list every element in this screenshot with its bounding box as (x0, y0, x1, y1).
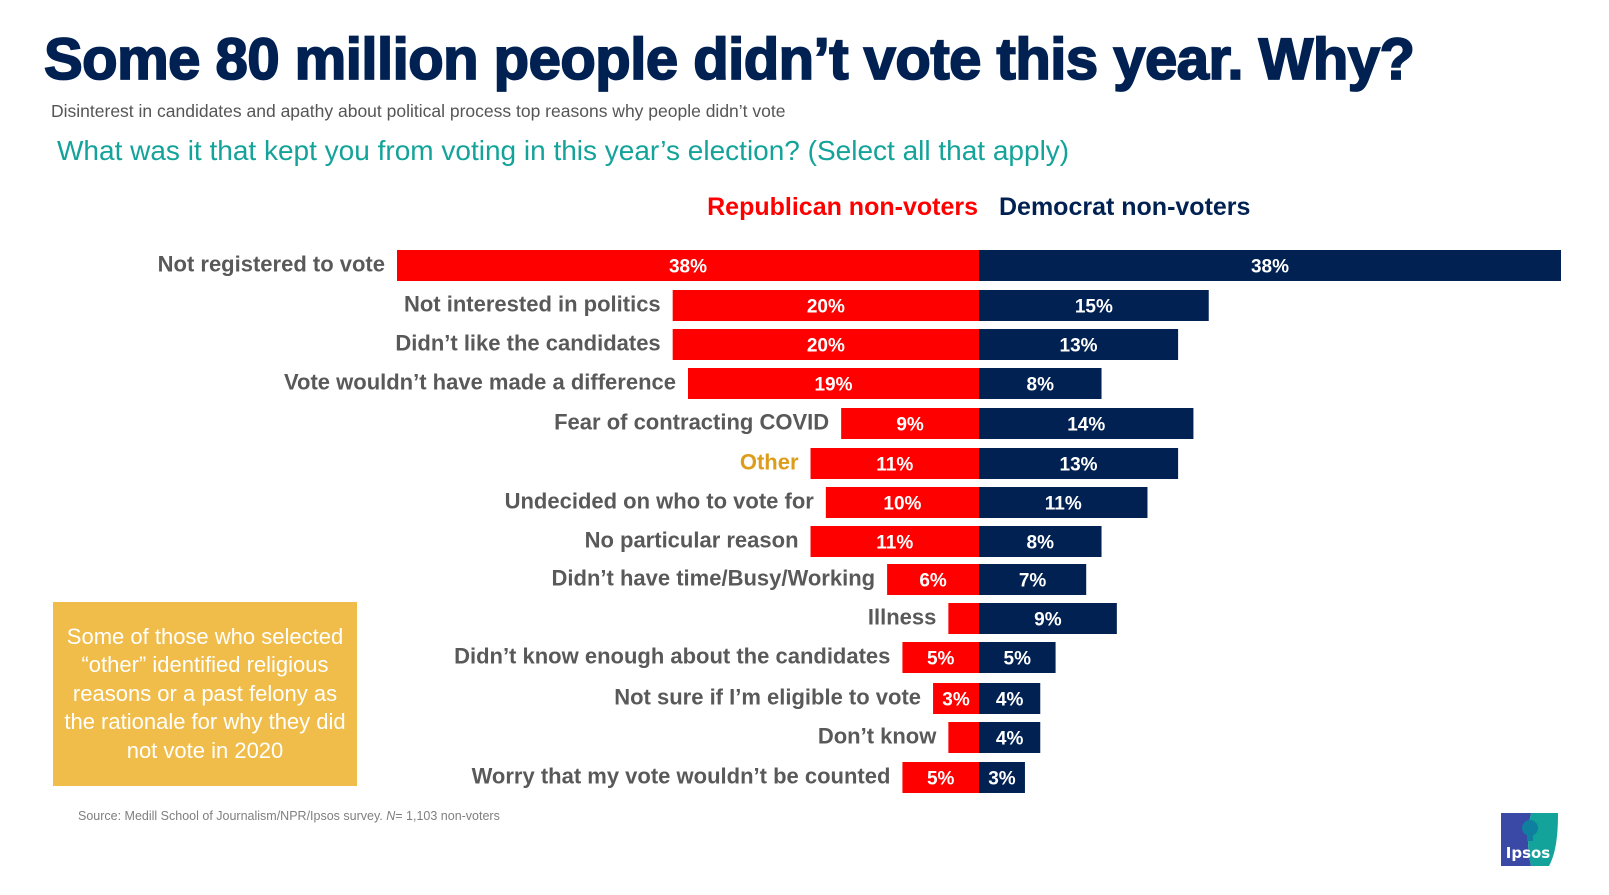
republican-value-label: 11% (876, 533, 913, 554)
other-note-box: Some of those who selected “other” ident… (53, 602, 357, 786)
republican-bar (902, 642, 979, 673)
source-suffix: = 1,103 non-voters (395, 809, 500, 823)
democrat-value-label: 3% (988, 769, 1016, 790)
chart-row: 19% 8% Vote wouldn’t have made a differenc… (284, 368, 1102, 399)
democrat-bar (979, 642, 1056, 673)
category-label: Don’t know (818, 724, 937, 749)
chart-row: 20% 13% Didn’t like the candidates (395, 329, 1179, 360)
republican-value-label: 11% (876, 455, 913, 476)
sample-size-symbol: N (386, 809, 396, 823)
democrat-bar (979, 722, 1041, 753)
democrat-value-label: 15% (1075, 297, 1113, 318)
source-footnote: Source: Medill School of Journalism/NPR/… (78, 809, 500, 823)
democrat-value-label: 7% (1019, 571, 1047, 592)
republican-bar (810, 526, 979, 557)
chart-row: 5% 3% Worry that my vote wouldn’t be count… (472, 762, 1025, 793)
chart-row: 20% 15% Not interested in politics (404, 290, 1209, 321)
chart-row: 10% 11% Undecided on who to vote for (505, 487, 1148, 518)
democrat-value-label: 8% (1027, 375, 1055, 396)
category-label: Worry that my vote wouldn’t be counted (472, 764, 891, 789)
ipsos-logo: Ipsos (1501, 813, 1558, 866)
republican-value-label: 38% (669, 257, 707, 278)
democrat-value-label: 8% (1027, 533, 1055, 554)
ipsos-logo-text: Ipsos (1506, 844, 1551, 862)
republican-value-label: 6% (919, 571, 947, 592)
democrat-value-label: 4% (996, 729, 1024, 750)
category-label: Vote wouldn’t have made a difference (284, 370, 676, 395)
democrat-bar (979, 683, 1041, 714)
chart-row: 11% 8% No particular reason (585, 526, 1102, 557)
democrat-bar (979, 564, 1087, 595)
democrat-value-label: 4% (996, 690, 1024, 711)
category-label: Not registered to vote (158, 252, 385, 277)
democrat-value-label: 11% (1045, 494, 1082, 515)
category-label: Didn’t like the candidates (395, 331, 660, 356)
democrat-bar (979, 526, 1102, 557)
democrat-bar (979, 408, 1194, 439)
democrat-bar (979, 250, 1561, 281)
democrat-bar (979, 329, 1179, 360)
other-note-text: Some of those who selected “other” ident… (64, 623, 346, 763)
democrat-value-label: 13% (1060, 455, 1098, 476)
category-label: Didn’t know enough about the candidates (454, 644, 890, 669)
chart-row: 38% 38% Not registered to vote (158, 250, 1561, 281)
republican-value-label: 3% (942, 690, 970, 711)
chart-row: 9% 14% Fear of contracting COVID (554, 408, 1194, 439)
democrat-bar (979, 762, 1025, 793)
chart-row: 9% Illness (868, 603, 1117, 634)
republican-value-label: 19% (814, 375, 852, 396)
republican-value-label: 10% (883, 494, 921, 515)
republican-value-label: 5% (927, 649, 955, 670)
legend-democrat: Democrat non-voters (999, 193, 1251, 221)
democrat-bar (979, 487, 1148, 518)
chart-row: 6% 7% Didn’t have time/Busy/Working (552, 564, 1087, 595)
democrat-bar (979, 448, 1179, 479)
republican-bar (887, 564, 979, 595)
category-label: Other (740, 450, 799, 475)
source-prefix: Source: Medill School of Journalism/NPR/… (78, 809, 387, 823)
republican-bar (397, 250, 979, 281)
democrat-value-label: 38% (1251, 257, 1289, 278)
democrat-bar (979, 603, 1117, 634)
chart-row: 4% Don’t know (818, 722, 1041, 753)
republican-value-label: 9% (896, 415, 924, 436)
survey-question: What was it that kept you from voting in… (57, 135, 1070, 166)
chart-row: 11% 13% Other (740, 448, 1179, 479)
republican-bar (688, 368, 979, 399)
chart-row: 5% 5% Didn’t know enough about the candida… (454, 642, 1056, 673)
democrat-value-label: 5% (1004, 649, 1032, 670)
page-title: Some 80 million people didn’t vote this … (43, 26, 1416, 93)
democrat-value-label: 13% (1060, 336, 1098, 357)
category-label: Undecided on who to vote for (505, 489, 815, 514)
category-label: No particular reason (585, 528, 799, 553)
republican-value-label: 20% (807, 336, 845, 357)
category-label: Not interested in politics (404, 292, 661, 317)
republican-bar (948, 603, 979, 634)
republican-bar (933, 683, 979, 714)
chart-row: 3% 4% Not sure if I’m eligible to vote (614, 683, 1041, 714)
republican-value-label: 20% (807, 297, 845, 318)
republican-bar (672, 329, 979, 360)
legend-republican: Republican non-voters (707, 193, 978, 221)
category-label: Illness (868, 605, 936, 630)
republican-bar (672, 290, 979, 321)
subtitle: Disinterest in candidates and apathy abo… (51, 101, 786, 121)
republican-bar (948, 722, 979, 753)
democrat-value-label: 14% (1067, 415, 1105, 436)
category-label: Didn’t have time/Busy/Working (552, 566, 876, 591)
republican-bar (902, 762, 979, 793)
category-label: Fear of contracting COVID (554, 410, 829, 435)
republican-value-label: 5% (927, 769, 955, 790)
category-label: Not sure if I’m eligible to vote (614, 685, 921, 710)
head-silhouette-icon (1522, 820, 1538, 841)
republican-bar (825, 487, 979, 518)
democrat-value-label: 9% (1034, 610, 1062, 631)
democrat-bar (979, 290, 1209, 321)
republican-bar (810, 448, 979, 479)
republican-bar (841, 408, 979, 439)
democrat-bar (979, 368, 1102, 399)
